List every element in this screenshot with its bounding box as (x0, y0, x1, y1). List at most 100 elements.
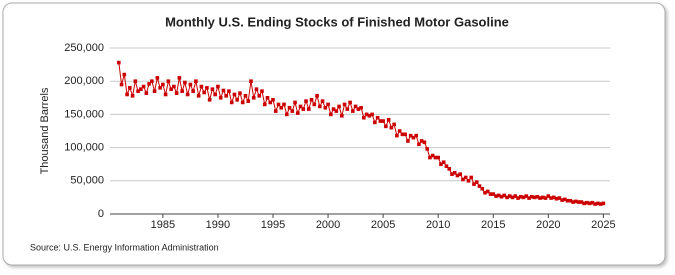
data-point (279, 105, 284, 110)
data-point (425, 147, 429, 151)
data-point (284, 112, 289, 117)
data-point (452, 171, 457, 175)
data-point (246, 99, 251, 103)
data-point (447, 167, 452, 171)
y-axis-label: Thousand Barrels (39, 87, 51, 174)
data-point (499, 194, 504, 199)
data-point (235, 97, 240, 102)
data-point (466, 179, 471, 183)
x-tick-label: 1990 (206, 219, 230, 231)
data-point (161, 82, 165, 87)
data-point (268, 100, 273, 105)
data-point (353, 104, 358, 109)
data-point (362, 115, 366, 120)
data-point (326, 102, 330, 107)
data-point (295, 111, 300, 115)
data-point (301, 107, 306, 111)
data-point (185, 92, 190, 97)
plot-area (117, 60, 606, 206)
data-point (510, 195, 515, 200)
data-point (125, 92, 129, 97)
data-point (532, 195, 537, 200)
data-point (502, 193, 507, 198)
data-point (119, 82, 124, 87)
data-point (232, 92, 237, 97)
data-point (483, 190, 487, 195)
data-point (494, 194, 498, 198)
data-point (293, 100, 297, 105)
data-point (488, 192, 493, 196)
data-point (224, 94, 228, 98)
data-point (152, 89, 157, 93)
data-point (177, 76, 182, 80)
data-point (254, 87, 259, 91)
data-point (461, 177, 465, 182)
data-point (433, 155, 438, 160)
data-point (411, 135, 416, 140)
data-point (243, 94, 248, 98)
data-point (249, 79, 253, 83)
data-point (257, 94, 262, 98)
data-point (518, 194, 523, 199)
grid (110, 47, 610, 218)
data-point (414, 133, 418, 138)
data-point (210, 87, 215, 91)
data-point (563, 197, 567, 202)
data-point (345, 107, 350, 111)
data-point (351, 109, 355, 113)
data-point (240, 100, 245, 105)
x-tick-label: 1995 (261, 219, 285, 231)
data-point (309, 97, 314, 102)
data-point (554, 196, 559, 201)
data-point (507, 194, 512, 198)
data-point (408, 133, 413, 138)
data-point (574, 199, 578, 204)
data-point (122, 72, 127, 77)
data-point (439, 162, 443, 166)
data-point (541, 195, 545, 200)
data-point (306, 107, 311, 111)
x-tick-label: 1985 (151, 219, 175, 231)
data-point (216, 84, 220, 89)
data-point (229, 100, 234, 105)
data-point (290, 109, 295, 113)
data-point (172, 84, 176, 89)
data-point (128, 86, 132, 90)
data-point (441, 160, 446, 165)
data-point (527, 196, 531, 200)
data-point (530, 194, 534, 199)
data-point (312, 102, 317, 107)
data-point (367, 113, 372, 118)
data-point (117, 60, 121, 65)
data-point (480, 186, 485, 191)
data-point (546, 194, 551, 198)
data-point (315, 94, 319, 98)
data-point (147, 82, 151, 86)
data-point (130, 94, 135, 98)
data-point (430, 153, 435, 158)
data-point (251, 96, 256, 100)
data-point (472, 182, 476, 186)
data-point (265, 96, 270, 100)
data-point (298, 104, 303, 109)
data-point (565, 198, 570, 203)
data-point (329, 112, 333, 117)
x-tick-label: 2020 (536, 219, 560, 231)
data-point (318, 104, 322, 109)
data-point (174, 91, 179, 95)
data-point (356, 107, 361, 111)
data-point (598, 202, 603, 206)
data-point (444, 164, 449, 168)
data-point (133, 79, 138, 83)
data-point (568, 198, 573, 203)
data-point (199, 84, 204, 89)
data-point (543, 196, 548, 200)
data-point (196, 94, 201, 98)
y-tick-label: 250,000 (64, 42, 104, 54)
data-point (163, 92, 168, 97)
data-point (155, 76, 160, 80)
data-point (194, 79, 198, 83)
data-point (549, 196, 553, 200)
data-point (370, 112, 374, 117)
